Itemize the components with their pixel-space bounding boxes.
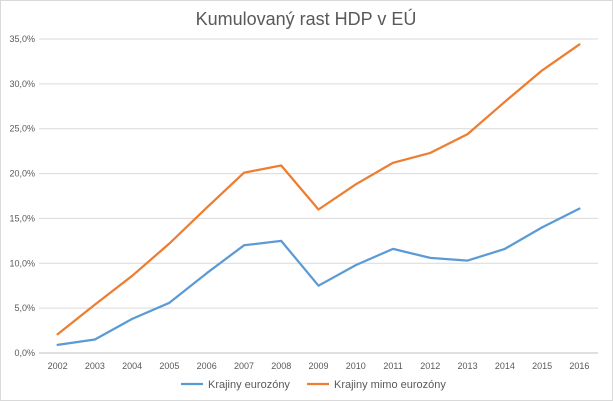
y-tick-label: 15,0% (9, 213, 35, 223)
x-tick-label: 2002 (48, 361, 68, 371)
x-tick-label: 2008 (271, 361, 291, 371)
y-tick-label: 30,0% (9, 79, 35, 89)
x-tick-label: 2015 (532, 361, 552, 371)
x-tick-label: 2011 (383, 361, 402, 371)
y-tick-label: 35,0% (9, 34, 35, 44)
x-axis-tick-labels: 2002 2003 2004 2005 2006 2007 2008 2009 2010 2011… (48, 361, 590, 371)
x-tick-label: 2007 (234, 361, 254, 371)
chart-title: Kumulovaný rast HDP v EÚ (196, 8, 417, 29)
series-line-2 (56, 43, 581, 336)
x-tick-label: 2012 (420, 361, 440, 371)
legend-label: Krajiny mimo eurozóny (334, 379, 446, 391)
y-axis-tick-labels: 0,0% 5,0% 10,0% 15,0% 20,0% 25,0% 30,0% 35,0% (9, 34, 35, 358)
y-tick-label: 25,0% (9, 124, 35, 134)
x-tick-label: 2016 (569, 361, 589, 371)
series-lines (56, 43, 581, 347)
x-tick-label: 2013 (458, 361, 478, 371)
x-tick-label: 2003 (85, 361, 105, 371)
x-tick-label: 2004 (122, 361, 142, 371)
x-tick-label: 2014 (495, 361, 515, 371)
legend-label: Krajiny eurozóny (208, 379, 290, 391)
x-tick-label: 2006 (197, 361, 217, 371)
x-tick-label: 2009 (308, 361, 328, 371)
y-tick-label: 0,0% (14, 348, 35, 358)
x-tick-label: 2010 (346, 361, 366, 371)
y-tick-label: 5,0% (14, 303, 35, 313)
gridlines (39, 38, 598, 354)
x-tick-label: 2005 (159, 361, 179, 371)
series-line-1 (56, 207, 581, 347)
y-tick-label: 20,0% (9, 169, 35, 179)
y-tick-label: 10,0% (9, 258, 35, 268)
legend: Krajiny eurozóny Krajiny mimo eurozóny (181, 379, 446, 391)
